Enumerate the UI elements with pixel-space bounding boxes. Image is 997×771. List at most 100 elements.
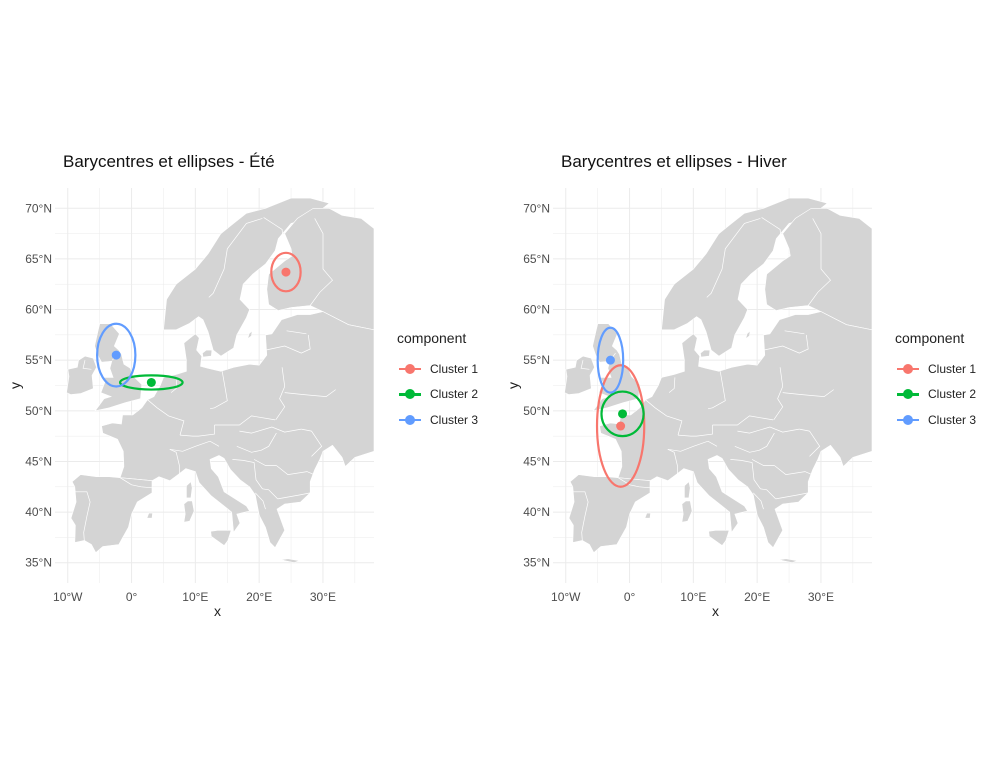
country-border — [737, 426, 800, 434]
land-polygon — [708, 530, 730, 546]
country-border — [265, 334, 311, 354]
legend-title: component — [397, 330, 467, 346]
y-tick-label: 40°N — [523, 505, 550, 519]
country-border — [169, 448, 180, 474]
land-polygon — [281, 558, 301, 564]
land-polygon — [202, 349, 213, 358]
panel-winter: Barycentres et ellipses - Hiver 10°W 0° 10… — [498, 150, 996, 620]
land-polygon — [779, 558, 799, 564]
y-tick-label: 70°N — [523, 201, 550, 215]
land-polygon — [644, 512, 651, 519]
land-polygon — [564, 355, 595, 395]
cluster-ellipse — [600, 390, 645, 438]
legend-label: Cluster 3 — [928, 412, 977, 427]
country-border — [734, 432, 775, 453]
map-plot: 10°W 0° 10°E 20°E 30°E 35°N 40°N 45°N 50°N 55°N 60… — [505, 188, 872, 619]
country-border — [799, 428, 821, 457]
y-tick-label: 45°N — [25, 454, 52, 468]
cluster-barycentre — [111, 350, 121, 360]
cluster-ellipse — [596, 326, 625, 394]
x-tick-label: 10°W — [53, 590, 83, 604]
legend-title: component — [895, 330, 965, 346]
legend-label: Cluster 3 — [430, 412, 479, 427]
country-border — [286, 330, 307, 335]
legend-key-icon — [895, 363, 921, 375]
land-polygon — [681, 500, 693, 523]
country-border — [773, 367, 784, 421]
y-tick-label: 55°N — [523, 353, 550, 367]
y-tick-label: 60°N — [523, 303, 550, 317]
y-tick-label: 35°N — [523, 556, 550, 570]
y-axis-label: y — [505, 382, 521, 389]
country-border — [263, 217, 293, 257]
cluster-ellipse — [595, 364, 646, 488]
legend-item: Cluster 3 — [895, 407, 976, 433]
country-border — [761, 217, 791, 257]
country-border — [214, 415, 276, 426]
legend: component Cluster 1 Cluster 2 Cluster 3 — [397, 330, 478, 433]
country-border — [147, 399, 185, 436]
country-border — [119, 477, 153, 489]
panel-title: Barycentres et ellipses - Hiver — [561, 152, 787, 171]
x-axis-label: x — [214, 603, 221, 619]
country-border — [301, 428, 323, 457]
land-polygon — [684, 481, 691, 499]
land-layer — [564, 197, 872, 564]
legend-key-icon — [397, 363, 423, 375]
country-border — [712, 415, 774, 426]
y-tick-label: 65°N — [523, 252, 550, 266]
land-polygon — [210, 530, 232, 546]
legend-label: Cluster 2 — [928, 387, 977, 402]
land-polygon — [764, 208, 872, 331]
x-tick-label: 30°E — [310, 590, 336, 604]
x-tick-label: 10°E — [680, 590, 706, 604]
x-tick-label: 30°E — [808, 590, 834, 604]
legend-item: Cluster 1 — [895, 356, 976, 382]
country-border — [667, 448, 678, 474]
cluster-ellipse — [96, 322, 137, 388]
country-border — [169, 440, 220, 452]
country-border — [239, 426, 302, 434]
country-border — [784, 330, 805, 335]
country-border — [617, 477, 651, 489]
country-border — [706, 218, 761, 298]
land-polygon — [599, 311, 872, 549]
map-plot: 10°W 0° 10°E 20°E 30°E 35°N 40°N 45°N 50°N 55°N 60… — [7, 188, 374, 619]
country-border — [170, 377, 178, 393]
y-tick-label: 65°N — [25, 252, 52, 266]
cluster-ellipse — [270, 251, 302, 293]
cluster-layer — [595, 326, 646, 488]
country-border — [667, 440, 718, 452]
land-polygon — [266, 208, 374, 331]
x-tick-label: 20°E — [246, 590, 272, 604]
country-border — [253, 459, 277, 466]
y-tick-label: 35°N — [25, 556, 52, 570]
y-tick-label: 45°N — [523, 454, 550, 468]
country-border — [284, 389, 336, 397]
legend-item: Cluster 2 — [397, 382, 478, 408]
legend-label: Cluster 1 — [430, 361, 479, 376]
legend-item: Cluster 2 — [895, 382, 976, 408]
country-border — [751, 459, 775, 466]
land-polygon — [66, 355, 97, 395]
country-border — [82, 360, 92, 370]
panel-summer: Barycentres et ellipses - Été 10°W 0° 10°E… — [0, 150, 498, 620]
cluster-barycentre — [605, 355, 615, 365]
x-tick-label: 0° — [126, 590, 138, 604]
land-polygon — [661, 197, 828, 357]
country-border — [753, 492, 764, 510]
land-layer — [66, 197, 374, 564]
land-polygon — [700, 349, 711, 358]
country-border — [763, 334, 809, 354]
country-border — [208, 218, 263, 298]
legend-item: Cluster 3 — [397, 407, 478, 433]
country-border — [775, 492, 809, 500]
country-border — [179, 425, 215, 437]
land-polygon — [146, 512, 153, 519]
land-polygon — [745, 329, 751, 340]
cluster-barycentre — [616, 421, 626, 431]
y-tick-label: 60°N — [25, 303, 52, 317]
x-tick-label: 10°W — [551, 590, 581, 604]
country-border — [668, 377, 676, 393]
country-border — [236, 432, 277, 453]
